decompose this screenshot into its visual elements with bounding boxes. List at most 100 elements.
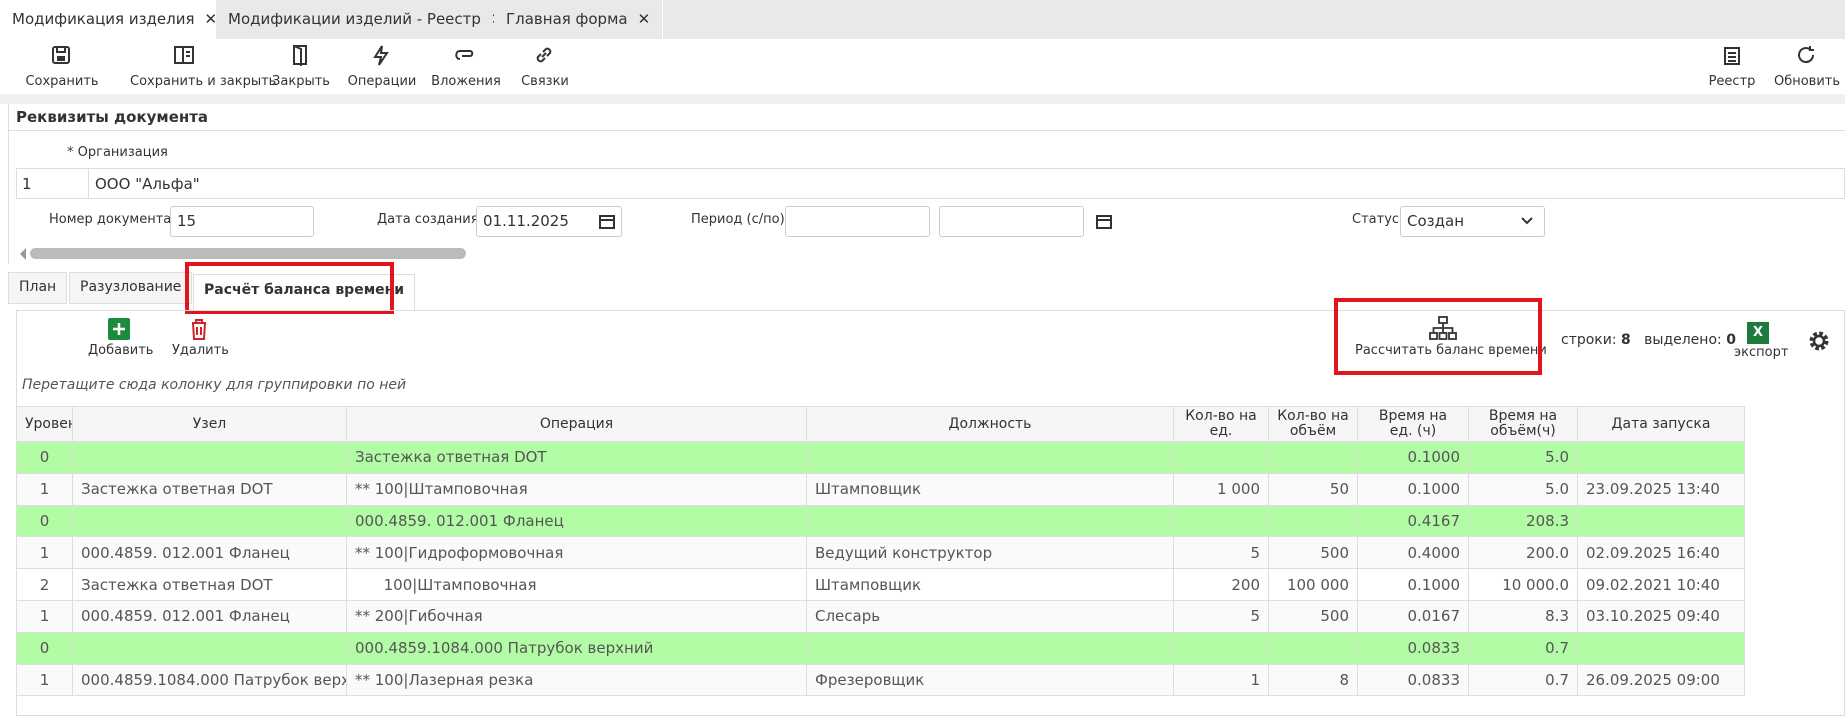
table-cell: 02.09.2025 16:40 xyxy=(1577,536,1745,570)
subtab[interactable]: Расчёт баланса времени xyxy=(193,274,416,310)
tab[interactable]: Модификации изделий - Реестр✕ xyxy=(216,0,517,39)
subtab[interactable]: План xyxy=(8,272,68,304)
table-cell xyxy=(1268,441,1358,474)
select[interactable]: Создан xyxy=(1400,206,1545,237)
scrollbar[interactable] xyxy=(30,248,466,259)
table-cell: 100 000 xyxy=(1268,568,1358,601)
table-cell: ** 100|Штамповочная xyxy=(346,472,807,506)
column-header[interactable]: Время на ед. (ч) xyxy=(1357,406,1469,442)
data-grid: Уровен Узел Операция Должность Кол-во на ед.… xyxy=(16,406,1745,697)
delete-icon[interactable] xyxy=(189,318,209,340)
subtab[interactable]: Разузлование xyxy=(69,272,193,304)
table-cell: 2 xyxy=(16,568,73,601)
table-cell xyxy=(806,504,1174,538)
table-cell xyxy=(1173,631,1269,665)
table-cell: 000.4859. 012.001 Фланец xyxy=(346,504,807,538)
table-cell xyxy=(72,504,347,538)
table-cell: 1 xyxy=(16,599,73,633)
org-code: 1 xyxy=(22,175,32,193)
table-row[interactable]: 0 000.4859.1084.000 Патрубок верхний 0.083… xyxy=(16,631,1745,665)
table-cell xyxy=(1577,504,1745,538)
button-label: Реестр xyxy=(1708,74,1756,89)
input[interactable]: 15 xyxy=(170,206,314,237)
table-cell: 0.1000 xyxy=(1357,568,1469,601)
doc-section xyxy=(8,104,1845,264)
toolbar-button[interactable]: Реестр xyxy=(1677,44,1787,89)
value: 8 xyxy=(1621,332,1631,348)
table-cell: 1 xyxy=(16,472,73,506)
column-header[interactable]: Время на объём(ч) xyxy=(1468,406,1578,442)
column-header[interactable]: Операция xyxy=(346,406,807,442)
label: Период (с/по) xyxy=(691,212,785,227)
table-row[interactable]: 2 Застежка ответная DOT 100|Штамповочная Ш… xyxy=(16,568,1745,601)
table-cell: 0.1000 xyxy=(1357,441,1469,474)
column-header[interactable]: Кол-во на ед. xyxy=(1173,406,1269,442)
value: 0 xyxy=(1726,332,1736,348)
table-cell: 23.09.2025 13:40 xyxy=(1577,472,1745,506)
table-cell xyxy=(806,441,1174,474)
toolbar-button[interactable]: Обновить xyxy=(1752,44,1845,89)
table-cell: 0 xyxy=(16,441,73,474)
table-cell: 500 xyxy=(1268,599,1358,633)
table-cell: Ведущий конструктор xyxy=(806,536,1174,570)
table-cell xyxy=(1173,504,1269,538)
table-cell: 1 xyxy=(16,663,73,697)
table-row[interactable]: 1 Застежка ответная DOT ** 100|Штамповочна… xyxy=(16,472,1745,506)
table-cell xyxy=(1577,631,1745,665)
org-name[interactable]: ООО "Альфа" xyxy=(88,168,206,199)
table-row[interactable]: 1 000.4859. 012.001 Фланец ** 200|Гибочная… xyxy=(16,599,1745,633)
column-header[interactable]: Узел xyxy=(72,406,347,442)
table-row[interactable]: 1 000.4859. 012.001 Фланец ** 100|Гидрофор… xyxy=(16,536,1745,570)
excel-icon[interactable]: X xyxy=(1747,322,1769,344)
button-label[interactable]: экспорт xyxy=(1734,345,1789,360)
table-cell: 0.7 xyxy=(1468,663,1578,697)
calendar-icon[interactable] xyxy=(1095,212,1113,230)
button-label: Обновить xyxy=(1773,74,1841,89)
tab[interactable]: Главная форма ✕ xyxy=(494,0,664,39)
table-cell: 0.4000 xyxy=(1357,536,1469,570)
settings-icon[interactable] xyxy=(1807,329,1831,353)
table-cell: 0.4167 xyxy=(1357,504,1469,538)
toolbar-button[interactable]: Закрыть xyxy=(246,44,356,89)
table-cell: 500 xyxy=(1268,536,1358,570)
toolbar-button[interactable]: Вложения xyxy=(411,44,521,89)
column-header[interactable]: Дата запуска xyxy=(1577,406,1745,442)
table-cell xyxy=(806,631,1174,665)
table-row[interactable]: 0 000.4859. 012.001 Фланец 0.4167 208.3 xyxy=(16,504,1745,538)
table-cell: ** 100|Гидроформовочная xyxy=(346,536,807,570)
button-label: Операции xyxy=(347,74,417,89)
table-cell: 0 xyxy=(16,504,73,538)
input[interactable] xyxy=(785,206,930,237)
button-label[interactable]: Добавить xyxy=(88,343,154,358)
column-header[interactable]: Уровен xyxy=(16,406,73,442)
column-header[interactable]: Должность xyxy=(806,406,1174,442)
table-cell xyxy=(1268,504,1358,538)
table-cell: 0 xyxy=(16,631,73,665)
calendar-icon[interactable] xyxy=(598,212,616,230)
toolbar-button[interactable]: Сохранить xyxy=(7,44,117,89)
table-cell xyxy=(72,631,347,665)
column-header[interactable]: Кол-во на объём xyxy=(1268,406,1358,442)
table-row[interactable]: 1 000.4859.1084.000 Патрубок верхн... ** 1… xyxy=(16,663,1745,697)
input[interactable] xyxy=(939,206,1084,237)
label: Статус xyxy=(1352,212,1400,227)
button-label[interactable]: Удалить xyxy=(172,343,229,358)
highlight-box xyxy=(185,262,394,314)
table-cell: Слесарь xyxy=(806,599,1174,633)
table-cell: 5 xyxy=(1173,599,1269,633)
toolbar-button[interactable]: Связки xyxy=(490,44,600,89)
button-label: Сохранить и закрыть xyxy=(130,74,277,89)
table-cell: 1 000 xyxy=(1173,472,1269,506)
table-row[interactable]: 0 Застежка ответная DOT 0.1000 5.0 xyxy=(16,441,1745,474)
toolbar-button[interactable]: Операции xyxy=(327,44,437,89)
add-icon[interactable] xyxy=(108,318,130,340)
tab[interactable]: Модификация изделия ✕ xyxy=(0,0,231,39)
hierarchy-icon[interactable] xyxy=(1429,316,1457,340)
toolbar-button[interactable]: Сохранить и закрыть xyxy=(130,44,276,89)
table-cell: 100|Штамповочная xyxy=(346,568,807,601)
button-label[interactable]: Рассчитать баланс времени xyxy=(1355,343,1547,358)
date-input[interactable]: 01.11.2025 xyxy=(476,206,622,237)
table-cell: 8 xyxy=(1268,663,1358,697)
table-cell: 0.1000 xyxy=(1357,472,1469,506)
